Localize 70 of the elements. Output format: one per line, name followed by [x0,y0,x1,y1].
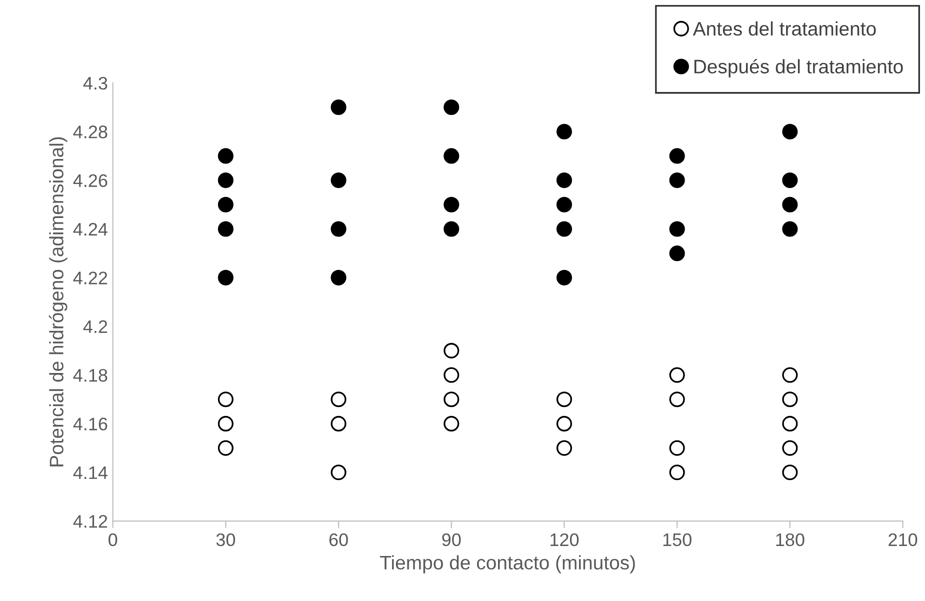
y-tick-label: 4.12 [73,515,108,528]
point [669,392,685,408]
x-tick-label: 0 [108,533,118,546]
y-tick-label: 4.2 [83,320,108,333]
point [218,392,234,408]
y-tick-label: 4.14 [73,466,108,479]
point [782,464,798,480]
y-axis-title: Potencial de hidrógeno (adimensional) [48,137,68,466]
point [330,270,346,286]
y-tick-label: 4.22 [73,272,108,284]
x-tick-label: 30 [216,533,236,546]
point [556,124,572,140]
point [669,440,685,456]
point [782,172,798,188]
point [444,221,460,237]
point [218,196,234,212]
point [782,196,798,212]
point [330,416,346,432]
point [218,416,234,432]
point [218,172,234,188]
x-tick-label: 120 [550,533,579,546]
point [669,172,685,188]
point [444,342,460,358]
legend-label: Antes del tratamiento [692,21,876,36]
point [444,100,460,116]
legend-label: Después del tratamiento [694,58,903,78]
point [218,148,234,164]
point [782,416,798,432]
y-tick-label: 4.28 [73,126,108,138]
point [782,221,798,237]
point [669,464,685,480]
x-tick-label: 60 [329,533,348,546]
point [556,416,572,432]
point [330,221,346,237]
point [330,172,346,188]
point [218,440,234,456]
point [444,196,460,212]
point [218,270,234,286]
x-tick-label: 210 [888,533,918,546]
point [669,148,685,164]
point [782,367,798,383]
y-tick-label: 4.16 [73,418,108,430]
x-tick-label: 180 [776,533,804,546]
point [556,221,572,237]
point [330,392,346,408]
point [444,392,460,408]
point [669,367,685,383]
point [330,464,346,480]
point [556,440,572,456]
point [782,440,798,456]
point [556,392,572,408]
point [556,172,572,188]
point [556,270,572,286]
point [330,100,346,116]
y-tick-label: 4.24 [73,222,108,236]
y-tick-label: 4.26 [73,174,108,188]
point [556,196,572,212]
point [444,148,460,164]
point [218,221,234,237]
y-tick-label: 4.18 [73,368,108,382]
x-axis-title: Tiempo de contacto (minutos) [380,555,635,574]
point [444,416,460,432]
point [669,246,685,262]
y-tick-label: 4.3 [83,76,108,90]
point [782,124,798,140]
point [669,221,685,237]
x-tick-label: 90 [442,533,461,546]
point [444,367,460,383]
point [782,392,798,408]
x-tick-label: 150 [663,533,692,546]
